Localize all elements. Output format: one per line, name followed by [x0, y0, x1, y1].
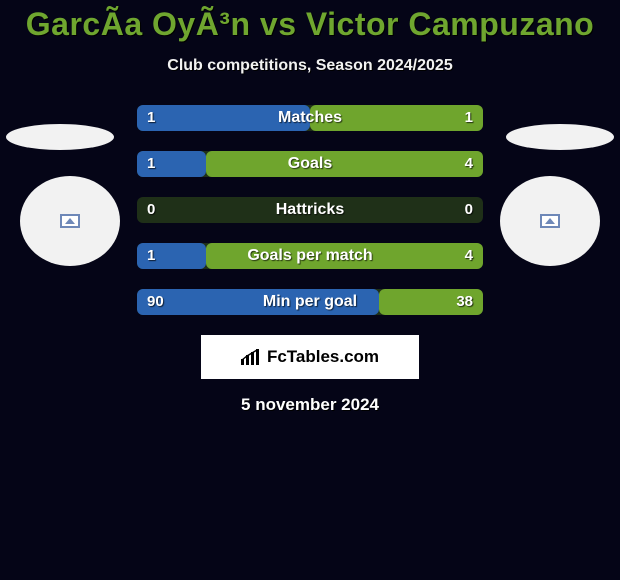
image-placeholder-icon	[540, 214, 560, 228]
image-placeholder-icon	[60, 214, 80, 228]
brand-badge: FcTables.com	[201, 335, 419, 379]
right-player-crest	[500, 176, 600, 266]
stat-label: Goals per match	[137, 243, 483, 269]
right-ellipse-decoration	[506, 124, 614, 150]
left-ellipse-decoration	[6, 124, 114, 150]
page-title: GarcÃ­a OyÃ³n vs Victor Campuzano	[0, 0, 620, 43]
stat-label: Hattricks	[137, 197, 483, 223]
stat-label: Matches	[137, 105, 483, 131]
brand-text: FcTables.com	[267, 347, 379, 367]
page-subtitle: Club competitions, Season 2024/2025	[0, 57, 620, 75]
left-player-crest	[20, 176, 120, 266]
stat-row: 9038Min per goal	[137, 289, 483, 315]
stat-label: Min per goal	[137, 289, 483, 315]
bar-chart-icon	[241, 349, 261, 365]
stat-label: Goals	[137, 151, 483, 177]
stat-row: 14Goals	[137, 151, 483, 177]
stat-row: 11Matches	[137, 105, 483, 131]
stat-row: 00Hattricks	[137, 197, 483, 223]
update-date: 5 november 2024	[0, 395, 620, 415]
stat-row: 14Goals per match	[137, 243, 483, 269]
